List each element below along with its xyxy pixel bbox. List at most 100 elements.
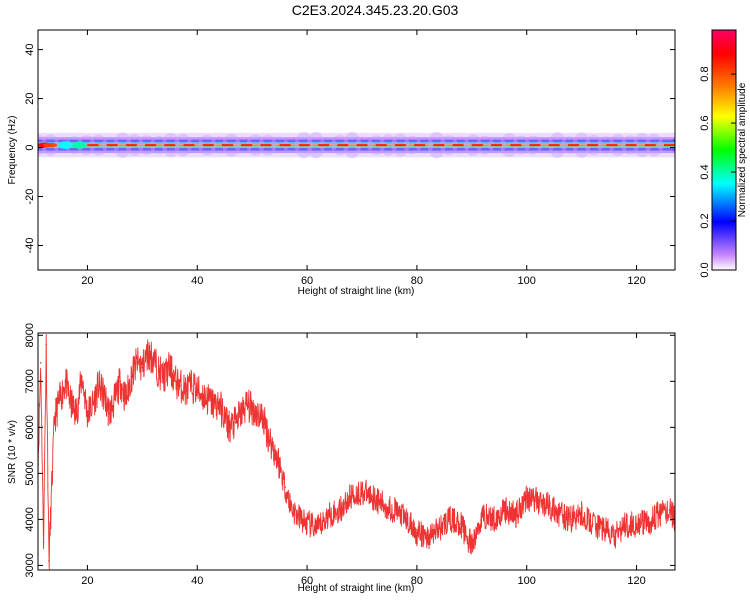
- snr-point: [602, 527, 605, 530]
- spectrogram-y-tick-label: 0: [24, 144, 36, 150]
- snr-point: [449, 518, 451, 521]
- snr-point: [245, 403, 248, 406]
- snr-point: [646, 523, 649, 525]
- snr-point: [405, 518, 407, 521]
- band-hotspot: [43, 142, 58, 148]
- snr-point: [190, 385, 193, 387]
- snr-point: [394, 509, 396, 511]
- snr-point: [361, 490, 363, 493]
- snr-point: [289, 504, 292, 507]
- snr-x-tick-label: 20: [81, 575, 93, 587]
- snr-point: [328, 513, 330, 516]
- snr-point: [163, 375, 166, 378]
- snr-y-tick-label: 6000: [24, 415, 36, 439]
- spectrogram-x-label: Height of straight line (km): [298, 286, 415, 297]
- snr-point: [339, 509, 341, 511]
- snr-point: [168, 366, 171, 369]
- snr-y-tick-label: 5000: [24, 461, 36, 485]
- colorbar: 0.0 0.2 0.4 0.6 0.8 Normalized spectral ampl…: [699, 29, 748, 278]
- snr-point: [39, 362, 42, 364]
- spectrogram-y-label: Frequency (Hz): [7, 116, 18, 185]
- colorbar-ticks: 0.0 0.2 0.4 0.6 0.8: [699, 66, 736, 278]
- band-envelope-blob: [113, 132, 132, 158]
- snr-point: [119, 380, 122, 383]
- band-envelope-blob: [500, 133, 519, 158]
- band-envelope-blob: [246, 134, 265, 156]
- snr-point: [229, 426, 231, 429]
- snr-point: [613, 536, 616, 539]
- snr-panel: 20 40 60 80 100 120 300040005000600070008000 …: [7, 323, 676, 594]
- spectrogram-y-ticks: -40 -20 0 20 40: [24, 43, 675, 253]
- snr-line-layer: [38, 334, 675, 570]
- spectrogram-frame: [37, 29, 676, 271]
- colorbar-tick-label: 0.0: [699, 262, 711, 277]
- band-envelope-blob: [403, 136, 422, 155]
- snr-point: [482, 513, 484, 516]
- snr-point: [558, 513, 561, 516]
- spectrogram-y-tick-label: 40: [24, 43, 36, 55]
- snr-point: [218, 403, 221, 406]
- band-envelope-blob: [379, 134, 398, 156]
- snr-point: [196, 389, 199, 392]
- spectrogram-y-tick-label: -20: [24, 189, 36, 205]
- spectrogram-x-tick-label: 20: [81, 275, 93, 287]
- snr-point: [179, 385, 182, 387]
- snr-point: [45, 343, 48, 346]
- colorbar-tick-label: 0.2: [699, 213, 711, 228]
- figure-title: C2E3.2024.345.23.20.G03: [292, 2, 459, 18]
- snr-x-label: Height of straight line (km): [298, 583, 415, 594]
- snr-point: [284, 486, 286, 488]
- snr-point: [350, 495, 352, 498]
- snr-point: [174, 380, 177, 383]
- snr-point: [569, 518, 572, 521]
- colorbar-tick-label: 0.4: [699, 164, 711, 179]
- colorbar-gradient-bar: [712, 30, 736, 270]
- snr-point: [668, 509, 671, 511]
- snr-point: [141, 366, 144, 369]
- spectrogram-y-tick-label: 20: [24, 92, 36, 104]
- spectrogram-panel: 20 40 60 80 100 120 -40 -20 0 20 40 Height of str…: [7, 29, 676, 297]
- snr-point: [103, 394, 105, 396]
- band-envelope-blob: [596, 136, 615, 154]
- snr-point: [471, 546, 473, 548]
- snr-x-tick-label: 80: [411, 575, 423, 587]
- band-envelope-blob: [149, 136, 168, 155]
- spectrogram-x-ticks: 20 40 60 80 100 120: [81, 30, 646, 287]
- band-envelope-blob: [343, 131, 362, 159]
- snr-point: [278, 463, 281, 465]
- snr-x-ticks: 20 40 60 80 100 120: [81, 333, 646, 587]
- snr-y-tick-label: 7000: [24, 369, 36, 393]
- snr-point: [438, 527, 440, 530]
- snr-point: [306, 523, 308, 525]
- snr-point: [262, 417, 264, 419]
- snr-point: [383, 504, 385, 507]
- snr-point: [97, 385, 100, 387]
- snr-x-tick-label: 60: [301, 575, 313, 587]
- snr-point: [267, 435, 270, 438]
- band-envelope-blob: [186, 137, 205, 153]
- spectrogram-x-tick-label: 100: [518, 275, 536, 287]
- snr-point: [234, 421, 237, 424]
- band-envelope-blob: [536, 137, 555, 153]
- snr-point: [273, 449, 275, 452]
- snr-point: [525, 495, 528, 498]
- snr-y-label: SNR (10 * v/v): [7, 420, 18, 484]
- snr-point: [240, 412, 242, 415]
- band-hotspot: [58, 141, 73, 150]
- snr-point: [624, 523, 627, 525]
- snr-x-tick-label: 40: [191, 575, 203, 587]
- snr-point: [223, 417, 226, 419]
- snr-point: [460, 523, 462, 525]
- band-envelope-blob: [173, 133, 192, 157]
- snr-point: [53, 417, 56, 419]
- spectrogram-y-tick-label: -40: [24, 238, 36, 254]
- snr-trace: [38, 334, 675, 570]
- snr-point: [152, 357, 155, 360]
- spectrogram-x-tick-label: 80: [411, 275, 423, 287]
- snr-point: [580, 513, 583, 516]
- snr-point: [64, 380, 67, 383]
- snr-point: [147, 352, 149, 355]
- snr-point: [201, 394, 204, 396]
- snr-point: [635, 523, 638, 525]
- band-envelope-blob: [439, 135, 458, 156]
